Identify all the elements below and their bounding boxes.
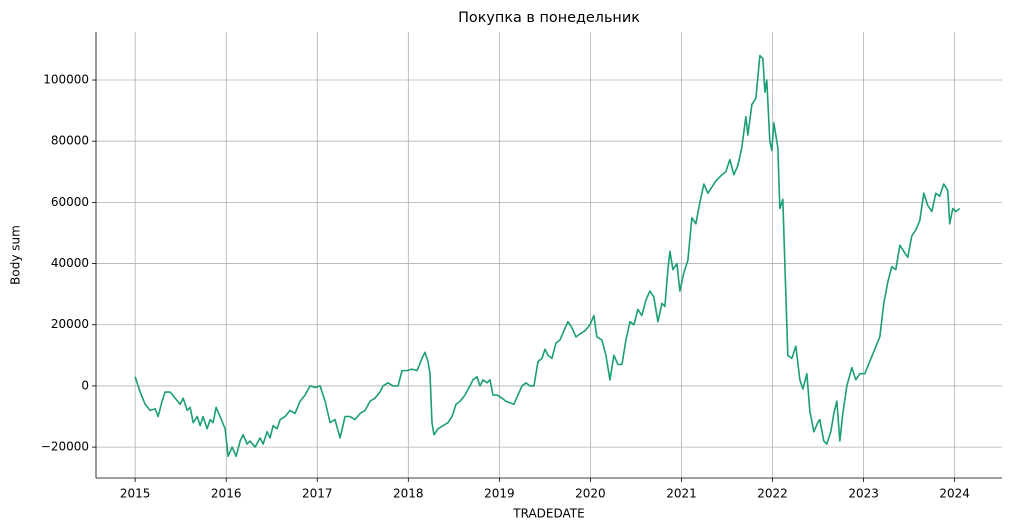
x-tick-label: 2017 [302, 487, 333, 501]
x-tick-label: 2019 [484, 487, 515, 501]
grid [96, 32, 1002, 478]
x-tick-label: 2023 [848, 487, 879, 501]
data-line [134, 54, 961, 458]
x-tick-label: 2022 [757, 487, 788, 501]
y-axis-label: Body sum [9, 225, 23, 285]
x-tick-label: 2020 [575, 487, 606, 501]
x-axis-label: TRADEDATE [512, 507, 584, 521]
y-tick-label: 20000 [51, 317, 89, 331]
y-tick-label: 80000 [51, 134, 89, 148]
x-tick-label: 2016 [211, 487, 242, 501]
x-tick-label: 2015 [120, 487, 151, 501]
chart-title: Покупка в понедельник [458, 10, 640, 26]
x-tick-label: 2024 [939, 487, 970, 501]
x-tick-label: 2021 [666, 487, 697, 501]
y-tick-label: 100000 [43, 73, 89, 87]
y-tick-label: 0 [81, 378, 89, 392]
y-tick-label: −20000 [41, 440, 89, 454]
plot-area [134, 54, 961, 458]
x-tick-label: 2018 [393, 487, 424, 501]
y-tick-label: 40000 [51, 256, 89, 270]
y-tick-label: 60000 [51, 195, 89, 209]
